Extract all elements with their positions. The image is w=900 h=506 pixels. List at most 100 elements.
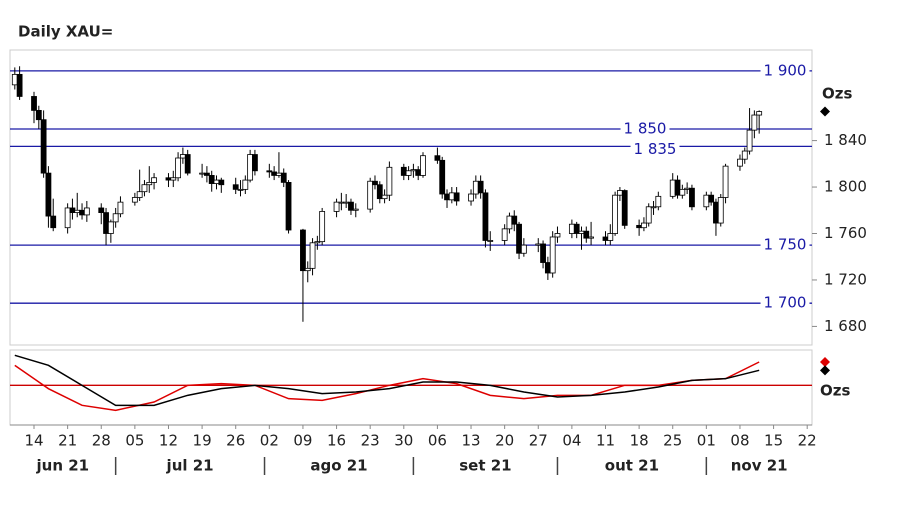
oscillator-marker <box>820 357 830 367</box>
y-tick-label: 1 680 <box>824 317 867 335</box>
level-label: 1 900 <box>764 61 807 79</box>
x-tick-label: 16 <box>327 432 346 450</box>
candle-body <box>655 195 662 208</box>
candle-body <box>549 236 556 274</box>
candle-body <box>45 172 52 217</box>
candle-body <box>40 119 47 174</box>
candle-body <box>151 177 157 183</box>
candle-body <box>309 242 316 269</box>
candle-body <box>103 212 109 234</box>
candle-body <box>319 211 326 243</box>
candle-body <box>376 184 383 200</box>
candle-body <box>242 179 249 190</box>
month-label: ago 21 <box>310 457 367 475</box>
oscillator-line <box>14 354 760 407</box>
candle-body <box>679 188 686 196</box>
candle-body <box>703 194 710 208</box>
candle-body <box>415 169 422 176</box>
candle-body <box>247 154 254 181</box>
x-tick-label: 20 <box>495 432 514 450</box>
candle-body <box>352 208 359 211</box>
candle-body <box>300 229 306 272</box>
oscillator-unit-label: Ozs <box>820 382 850 400</box>
oscillator-marker <box>820 365 830 376</box>
candle-body <box>372 180 378 186</box>
x-tick-label: 12 <box>159 432 178 450</box>
candle-body <box>434 155 441 161</box>
candle-body <box>141 184 148 193</box>
candle-body <box>516 223 522 254</box>
candle-body <box>477 180 484 194</box>
candle-body <box>650 206 657 209</box>
x-tick-label: 01 <box>697 432 716 450</box>
candle-body <box>482 192 489 241</box>
oscillator-panel <box>9 349 813 426</box>
candle-body <box>170 177 177 181</box>
x-tick-label: 06 <box>428 432 447 450</box>
candle-body <box>64 207 71 229</box>
candle-body <box>568 223 575 234</box>
x-tick-label: 13 <box>461 432 480 450</box>
level-label-bg <box>760 235 810 254</box>
candle-body <box>50 215 57 229</box>
month-label: nov 21 <box>731 457 788 475</box>
candle-body <box>722 165 729 198</box>
candle-body <box>213 179 220 184</box>
candle-body <box>203 172 210 176</box>
candle-body <box>136 191 143 198</box>
candle-body <box>237 188 244 191</box>
level-label-bg <box>630 139 680 158</box>
x-tick-label: 05 <box>125 432 144 450</box>
candle-body <box>343 201 350 204</box>
x-tick-label: 19 <box>193 432 212 450</box>
candle-body <box>689 187 695 208</box>
x-tick-label: 09 <box>293 432 312 450</box>
candle-body <box>16 73 23 97</box>
candle-body <box>367 180 374 210</box>
level-label: 1 750 <box>764 236 807 254</box>
candle-body <box>535 243 542 246</box>
candle-body <box>607 233 614 241</box>
candle-body <box>708 194 715 203</box>
oscillator-line <box>14 361 760 412</box>
candle-body <box>544 262 551 274</box>
candle-body <box>280 172 287 183</box>
candle-body <box>487 240 494 242</box>
x-tick-label: 11 <box>596 432 615 450</box>
month-label: jun 21 <box>36 457 90 475</box>
candle-body <box>400 166 407 176</box>
candle-body <box>746 129 753 152</box>
candle-body <box>31 96 37 111</box>
y-tick-label: 1 840 <box>824 131 867 149</box>
y-tick-label: 1 720 <box>824 270 867 288</box>
x-tick-label: 23 <box>361 432 380 450</box>
x-tick-label: 25 <box>663 432 682 450</box>
price-panel <box>9 49 813 346</box>
x-tick-label: 15 <box>764 432 783 450</box>
x-tick-label: 26 <box>226 432 245 450</box>
candle-body <box>713 201 719 224</box>
candle-body <box>304 267 311 272</box>
candle-body <box>540 243 546 263</box>
chart-title: Daily XAU= <box>18 23 113 41</box>
candle-body <box>348 201 354 211</box>
candle-body <box>420 155 426 176</box>
candle-body <box>79 209 85 216</box>
candle-body <box>146 182 153 186</box>
candle-body <box>74 209 81 213</box>
candle-body <box>645 206 652 224</box>
candle-body <box>602 236 609 241</box>
candle-body <box>208 175 215 184</box>
candle-body <box>184 154 191 174</box>
candle-body <box>252 154 258 172</box>
candle-body <box>621 190 628 226</box>
level-label-bg <box>620 119 670 138</box>
candle-body <box>266 170 273 173</box>
x-tick-label: 18 <box>630 432 649 450</box>
x-tick-label: 22 <box>798 432 817 450</box>
level-label-bg <box>760 61 810 80</box>
candle-body <box>448 192 455 201</box>
x-tick-label: 04 <box>562 432 581 450</box>
candle-body <box>218 179 225 186</box>
